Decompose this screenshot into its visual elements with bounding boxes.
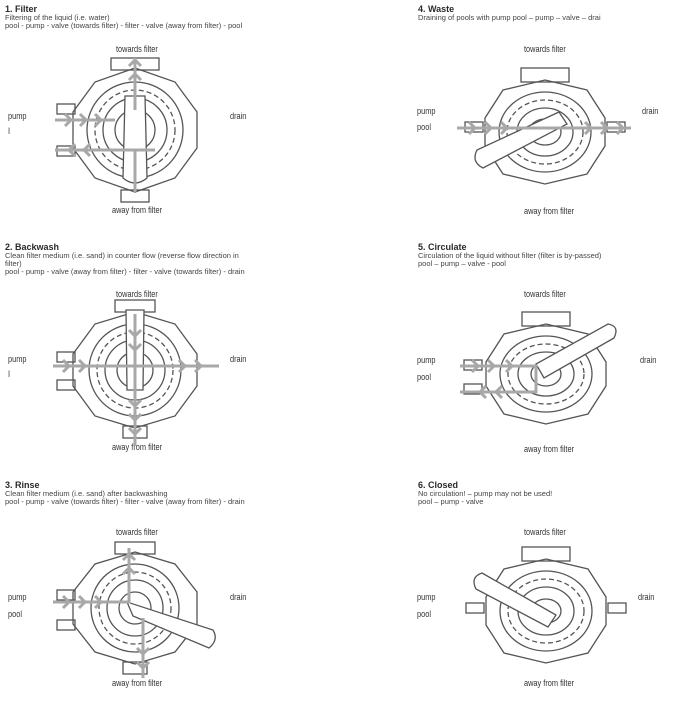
label-drain: drain <box>230 111 247 121</box>
panel-desc-line-1: Draining of pools with pump pool – pump … <box>418 13 601 22</box>
panel-waste: 4. Waste Draining of pools with pump poo… <box>340 0 680 230</box>
valve-handle <box>474 111 568 169</box>
panel-desc-line-2: pool - pump - valve (towards filter) - f… <box>5 497 245 506</box>
panel-title: 2. Backwash <box>5 242 60 252</box>
panel-closed: 6. Closed No circulation! – pump may not… <box>340 476 680 706</box>
label-pump: pump <box>8 111 27 121</box>
valve-diagram-filter <box>55 57 198 203</box>
label-towards-filter: towards filter <box>116 44 158 54</box>
panel-circulate: 5. Circulate Circulation of the liquid w… <box>340 238 680 468</box>
valve-diagram-circulate <box>460 311 617 425</box>
label-drain: drain <box>638 592 655 602</box>
panel-title: 4. Waste <box>418 4 455 14</box>
label-away-from-filter: away from filter <box>112 678 163 688</box>
panel-header: 5. Circulate Circulation of the liquid w… <box>418 243 680 268</box>
valve-handle <box>125 600 216 649</box>
label-pump: pump <box>8 592 27 602</box>
label-pump: pump <box>417 355 436 365</box>
flow-arrows <box>457 120 631 136</box>
label-drain: drain <box>640 355 657 365</box>
panel-rinse: 3. Rinse Clean filter medium (i.e. sand)… <box>0 476 340 706</box>
label-towards-filter: towards filter <box>524 527 566 537</box>
label-away-from-filter: away from filter <box>524 206 575 216</box>
panel-header: 1. Filter Filtering of the liquid (i.e. … <box>5 5 340 30</box>
label-drain: drain <box>230 592 247 602</box>
panel-desc-line-1: Filtering of the liquid (i.e. water) <box>5 13 110 22</box>
valve-body <box>465 546 627 664</box>
label-pump: pump <box>8 354 27 364</box>
panel-header: 6. Closed No circulation! – pump may not… <box>418 481 680 506</box>
panel-desc-line-2: filter) <box>5 259 22 268</box>
flow-arrows <box>53 548 151 678</box>
panel-desc-line-1: No circulation! – pump may not be used! <box>418 489 553 498</box>
label-pump: pump <box>417 106 436 116</box>
label-towards-filter: towards filter <box>116 289 158 299</box>
panel-backwash: 2. Backwash Clean filter medium (i.e. sa… <box>0 238 340 468</box>
label-pool: pool <box>417 122 431 132</box>
valve-diagram-rinse <box>53 541 216 678</box>
label-away-from-filter: away from filter <box>524 444 575 454</box>
label-towards-filter: towards filter <box>524 289 566 299</box>
valve-handle <box>473 572 557 628</box>
panel-title: 1. Filter <box>5 4 38 14</box>
label-towards-filter: towards filter <box>524 44 566 54</box>
label-pool: I <box>8 126 11 136</box>
valve-diagram-backwash <box>53 299 219 446</box>
label-pump: pump <box>417 592 436 602</box>
panel-title: 5. Circulate <box>418 242 467 252</box>
panel-desc-line-1: Clean filter medium (i.e. sand) in count… <box>5 251 239 260</box>
panel-filter: 1. Filter Filtering of the liquid (i.e. … <box>0 0 340 230</box>
panel-desc-line-3: pool - pump - valve (away from filter) -… <box>5 267 245 276</box>
panel-title: 3. Rinse <box>5 480 40 490</box>
panel-desc-line-1: Clean filter medium (i.e. sand) after ba… <box>5 489 168 498</box>
label-drain: drain <box>230 354 247 364</box>
valve-diagram-closed <box>465 546 627 664</box>
panel-header: 4. Waste Draining of pools with pump poo… <box>418 5 680 22</box>
panel-header: 2. Backwash Clean filter medium (i.e. sa… <box>5 243 340 276</box>
flow-arrows <box>460 358 538 400</box>
valve-diagram-waste <box>457 67 631 185</box>
label-away-from-filter: away from filter <box>524 678 575 688</box>
label-pool: pool <box>417 372 431 382</box>
label-away-from-filter: away from filter <box>112 442 163 452</box>
label-towards-filter: towards filter <box>116 527 158 537</box>
label-pool: pool <box>8 609 22 619</box>
valve-body <box>56 541 198 675</box>
label-pool: I <box>8 369 11 379</box>
panel-desc-line-1: Circulation of the liquid without filter… <box>418 251 602 260</box>
valve-handle <box>535 323 617 379</box>
panel-title: 6. Closed <box>418 480 459 490</box>
panel-desc-line-2: pool - pump - valve (towards filter) - f… <box>5 21 243 30</box>
label-away-from-filter: away from filter <box>112 205 163 215</box>
label-pool: pool <box>417 609 431 619</box>
panel-header: 3. Rinse Clean filter medium (i.e. sand)… <box>5 481 340 506</box>
flow-arrows <box>53 314 219 446</box>
panel-desc-line-2: pool – pump – valve - pool <box>418 259 506 268</box>
panel-desc-line-2: pool – pump - valve <box>418 497 484 506</box>
label-drain: drain <box>642 106 659 116</box>
flow-arrows <box>55 57 155 192</box>
